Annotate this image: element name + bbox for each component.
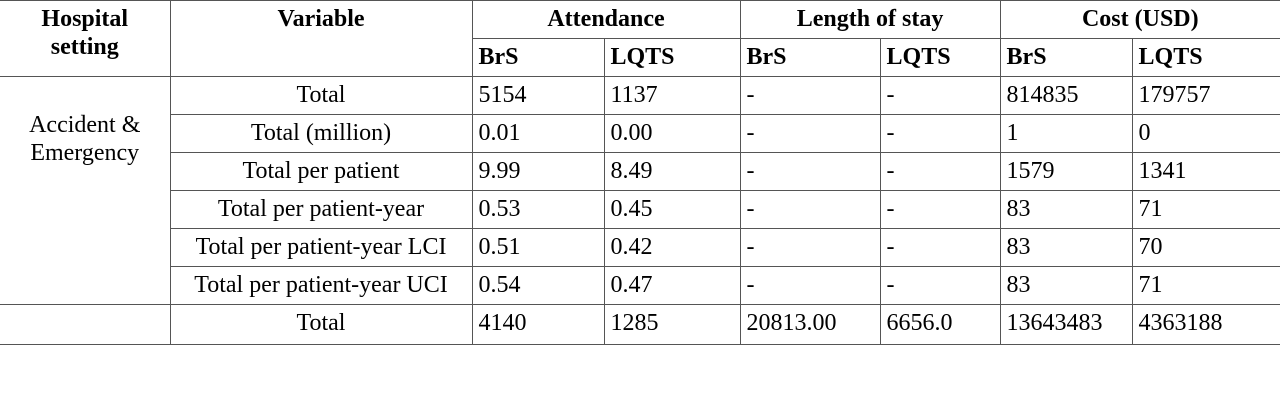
subheader-cell: BrS [739, 38, 881, 77]
value-cell: 179757 [1131, 76, 1280, 115]
subheader-cell: BrS [999, 38, 1133, 77]
value-cell: 1579 [999, 152, 1133, 191]
value-cell: 71 [1131, 190, 1280, 229]
value-cell: 0 [1131, 114, 1280, 153]
variable-cell: Total per patient [170, 152, 473, 191]
header-row: Hospital setting Variable Attendance Len… [0, 0, 1280, 77]
subheader-cell: LQTS [879, 38, 1001, 77]
value-cell: 71 [1131, 266, 1280, 305]
value-cell: 6656.0 [879, 304, 1001, 345]
setting-cell [0, 304, 171, 345]
table-row: Total (million) 0.01 0.00- -1 0 [0, 114, 1280, 153]
value-cell: 5154 [471, 76, 605, 115]
setting-cell: Accident & Emergency [0, 76, 171, 305]
header-cell: Length of stay [739, 0, 1001, 39]
table-row: Accident & Emergency Total 5154 1137- -81483… [0, 76, 1280, 305]
value-cell: 8.49 [603, 152, 741, 191]
value-cell: - [739, 228, 881, 267]
table-row: Total per patient-year UCI 0.54 0.47- -83 71 [0, 266, 1280, 305]
value-cell: 1285 [603, 304, 741, 345]
value-cell: 0.53 [471, 190, 605, 229]
variable-text: Total per patient-year UCI [194, 272, 448, 298]
table-row: Total per patient-year 0.53 0.45- -83 71 [0, 190, 1280, 229]
value-cell: 0.45 [603, 190, 741, 229]
table-row: Total 4140 1285 20813.00 6656.0 13643483 43631… [0, 304, 1280, 345]
header-cell: Variable [169, 0, 473, 77]
variable-text: Total per patient-year LCI [195, 234, 447, 260]
value-cell: 4140 [471, 304, 605, 345]
value-cell: - [739, 114, 881, 153]
value-cell: - [739, 152, 881, 191]
value-cell: 70 [1131, 228, 1280, 267]
value-cell: 0.42 [603, 228, 741, 267]
table-row: Total per patient 9.99 8.49- -1579 1341 [0, 152, 1280, 191]
subheader-cell: LQTS [1131, 38, 1280, 77]
header-cell: Cost (USD) [999, 0, 1280, 39]
variable-text: Total [296, 82, 346, 108]
value-cell: 1137 [603, 76, 741, 115]
variable-text: Total [296, 310, 346, 336]
value-cell: - [879, 266, 1001, 305]
value-cell: - [739, 190, 881, 229]
value-cell: 4363188 [1131, 304, 1280, 345]
value-cell: - [879, 76, 1001, 115]
value-cell: 9.99 [471, 152, 605, 191]
setting-text: Accident & Emergency [29, 112, 141, 166]
value-cell: 0.54 [471, 266, 605, 305]
variable-cell: Total per patient-year LCI [170, 228, 473, 267]
table-row: Total per patient-year LCI 0.51 0.42- -83 70 [0, 228, 1280, 267]
variable-cell: Total per patient-year UCI [170, 266, 473, 305]
variable-cell: Total [169, 304, 473, 345]
data-table: Hospital setting Variable Attendance Len… [0, 0, 1280, 345]
value-cell: 83 [999, 228, 1133, 267]
subheader-cell: BrS [472, 38, 605, 77]
value-cell: - [879, 114, 1001, 153]
variable-cell: Total (million) [170, 114, 473, 153]
header-row: BrS LQTS BrS LQTS BrS LQTS [0, 38, 1280, 77]
value-cell: 83 [999, 266, 1133, 305]
value-cell: 0.51 [471, 228, 605, 267]
header-cell: Attendance [471, 0, 741, 39]
value-cell: - [879, 152, 1001, 191]
variable-cell: Total per patient-year [170, 190, 473, 229]
value-cell: - [879, 190, 1001, 229]
value-cell: 0.00 [603, 114, 741, 153]
value-cell: - [739, 266, 881, 305]
variable-text: Total per patient [242, 158, 400, 184]
header-cell: Hospital setting [0, 0, 171, 77]
value-cell: 1 [999, 114, 1133, 153]
variable-cell: Total [169, 76, 473, 115]
subheader-cell: LQTS [603, 38, 741, 77]
value-cell: - [879, 228, 1001, 267]
value-cell: 20813.00 [739, 304, 881, 345]
variable-text: Total per patient-year [217, 196, 425, 222]
value-cell: 814835 [999, 76, 1133, 115]
variable-text: Total (million) [250, 120, 392, 146]
value-cell: 0.01 [471, 114, 605, 153]
value-cell: - [739, 76, 881, 115]
value-cell: 0.47 [603, 266, 741, 305]
value-cell: 83 [999, 190, 1133, 229]
value-cell: 13643483 [999, 304, 1133, 345]
value-cell: 1341 [1131, 152, 1280, 191]
